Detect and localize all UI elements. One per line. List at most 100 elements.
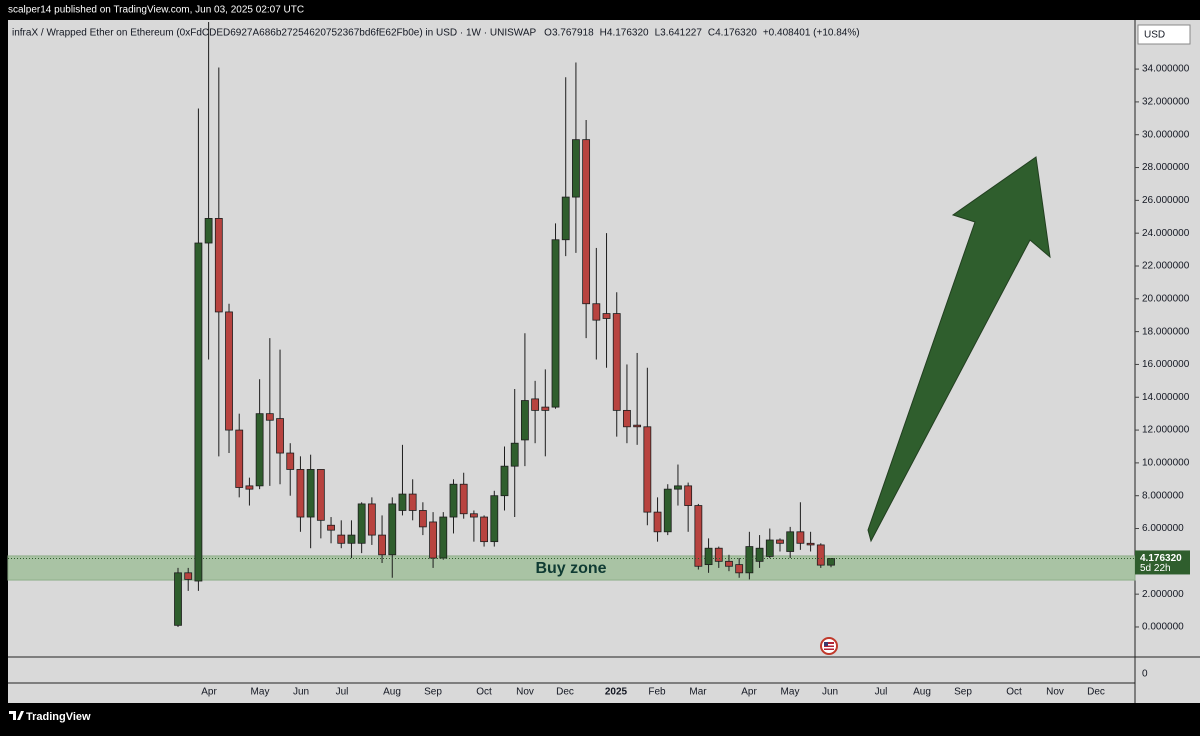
candle-body <box>184 572 193 580</box>
y-tick-label: 22.000000 <box>1142 261 1190 272</box>
y-tick-label: 24.000000 <box>1142 228 1190 239</box>
x-tick-label: Oct <box>476 687 492 698</box>
candle-body <box>592 303 601 321</box>
flag-icon <box>820 637 838 655</box>
x-tick-label: May <box>781 687 800 698</box>
x-tick-label: Nov <box>1046 687 1064 698</box>
x-tick-label: Jul <box>336 687 349 698</box>
candle-body <box>449 483 458 518</box>
candle-body <box>674 485 682 490</box>
x-tick-label: Jun <box>822 687 838 698</box>
x-tick-label: Jun <box>293 687 309 698</box>
candle-body <box>286 452 295 470</box>
candle-body <box>602 313 611 319</box>
candle-body <box>745 546 754 574</box>
candle-body <box>623 409 631 428</box>
candle-body <box>816 544 825 566</box>
x-tick-label: May <box>251 687 270 698</box>
x-tick-label: Dec <box>556 687 574 698</box>
x-tick-label: Apr <box>201 687 217 698</box>
ohlc-value: H4.176320 <box>600 28 649 39</box>
ohlc-value: O3.767918 <box>544 28 594 39</box>
candle-body <box>459 483 468 515</box>
candle-body <box>265 413 274 421</box>
candle-body <box>633 424 642 428</box>
x-tick-label: Sep <box>954 687 972 698</box>
x-tick-label: Apr <box>741 687 757 698</box>
x-tick-label: Oct <box>1006 687 1022 698</box>
candle-body <box>755 547 764 562</box>
candle-body <box>418 510 427 528</box>
candle-body <box>653 511 662 533</box>
candle-body <box>214 218 223 313</box>
candle-body <box>776 539 784 544</box>
y-tick-label: 16.000000 <box>1142 359 1190 370</box>
candle-body <box>316 469 325 521</box>
attribution: scalper14 published on TradingView.com, … <box>8 5 304 16</box>
candle-body <box>551 239 560 408</box>
candle-body <box>714 547 723 562</box>
candle-body <box>255 413 264 487</box>
x-tick-label: Feb <box>648 687 666 698</box>
currency: USD <box>1144 30 1165 41</box>
candle-body <box>194 242 203 582</box>
candle-body <box>725 560 733 567</box>
y-tick-label: 18.000000 <box>1142 326 1190 337</box>
candle-body <box>276 418 284 454</box>
candle-body <box>327 524 335 531</box>
chart-background <box>8 20 1200 703</box>
candle-body <box>378 534 386 556</box>
candle-body <box>572 139 580 198</box>
candle-body <box>388 503 397 556</box>
y-tick-label: 32.000000 <box>1142 97 1190 108</box>
candle-body <box>521 400 529 441</box>
price-box <box>1135 550 1190 575</box>
y-tick-label: 20.000000 <box>1142 293 1190 304</box>
y-tick-label: 6.000000 <box>1142 523 1184 534</box>
candle-body <box>541 406 550 411</box>
candle-body <box>367 503 376 536</box>
brand: TradingView <box>26 711 91 723</box>
candle-body <box>225 311 233 431</box>
y-tick-label: 2.000000 <box>1142 589 1184 600</box>
x-tick-label: Nov <box>516 687 534 698</box>
candle-body <box>490 495 499 543</box>
candle-body <box>735 564 744 574</box>
candle-body <box>306 469 315 518</box>
y-tick-label: 26.000000 <box>1142 195 1190 206</box>
y-tick-label: 28.000000 <box>1142 162 1190 173</box>
tradingview-logo <box>9 711 24 720</box>
candle-body <box>174 572 182 626</box>
x-tick-label: Aug <box>913 687 931 698</box>
candle-body <box>704 547 713 566</box>
candle-body <box>612 313 621 411</box>
candle-body <box>806 542 815 546</box>
y-tick-label: 30.000000 <box>1142 129 1190 140</box>
candle-body <box>786 531 795 552</box>
x-tick-label: Jul <box>875 687 888 698</box>
candle-body <box>204 218 213 244</box>
countdown: 5d 22h <box>1140 563 1171 574</box>
candle-body <box>235 429 244 488</box>
y-tick-label: 0.000000 <box>1142 622 1184 633</box>
candle-body <box>684 485 693 506</box>
candle-body <box>347 534 356 544</box>
symbol: infraX / Wrapped Ether on Ethereum (0xFd… <box>12 28 537 39</box>
candle-body <box>357 503 366 544</box>
x-tick-label: Sep <box>424 687 442 698</box>
candle-body <box>531 398 540 411</box>
candle-body <box>643 426 652 513</box>
y-tick-label: 12.000000 <box>1142 425 1190 436</box>
zone-label: Buy zone <box>535 560 606 577</box>
candle-body <box>827 558 835 566</box>
lower-pane-tick: 0 <box>1142 669 1148 680</box>
candle-body <box>694 505 703 567</box>
x-tick-label: Mar <box>689 687 707 698</box>
candle-body <box>296 469 305 518</box>
candle-body <box>337 534 346 544</box>
candle-body <box>765 539 774 557</box>
y-tick-label: 8.000000 <box>1142 490 1184 501</box>
ohlc-value: C4.176320 <box>708 28 757 39</box>
